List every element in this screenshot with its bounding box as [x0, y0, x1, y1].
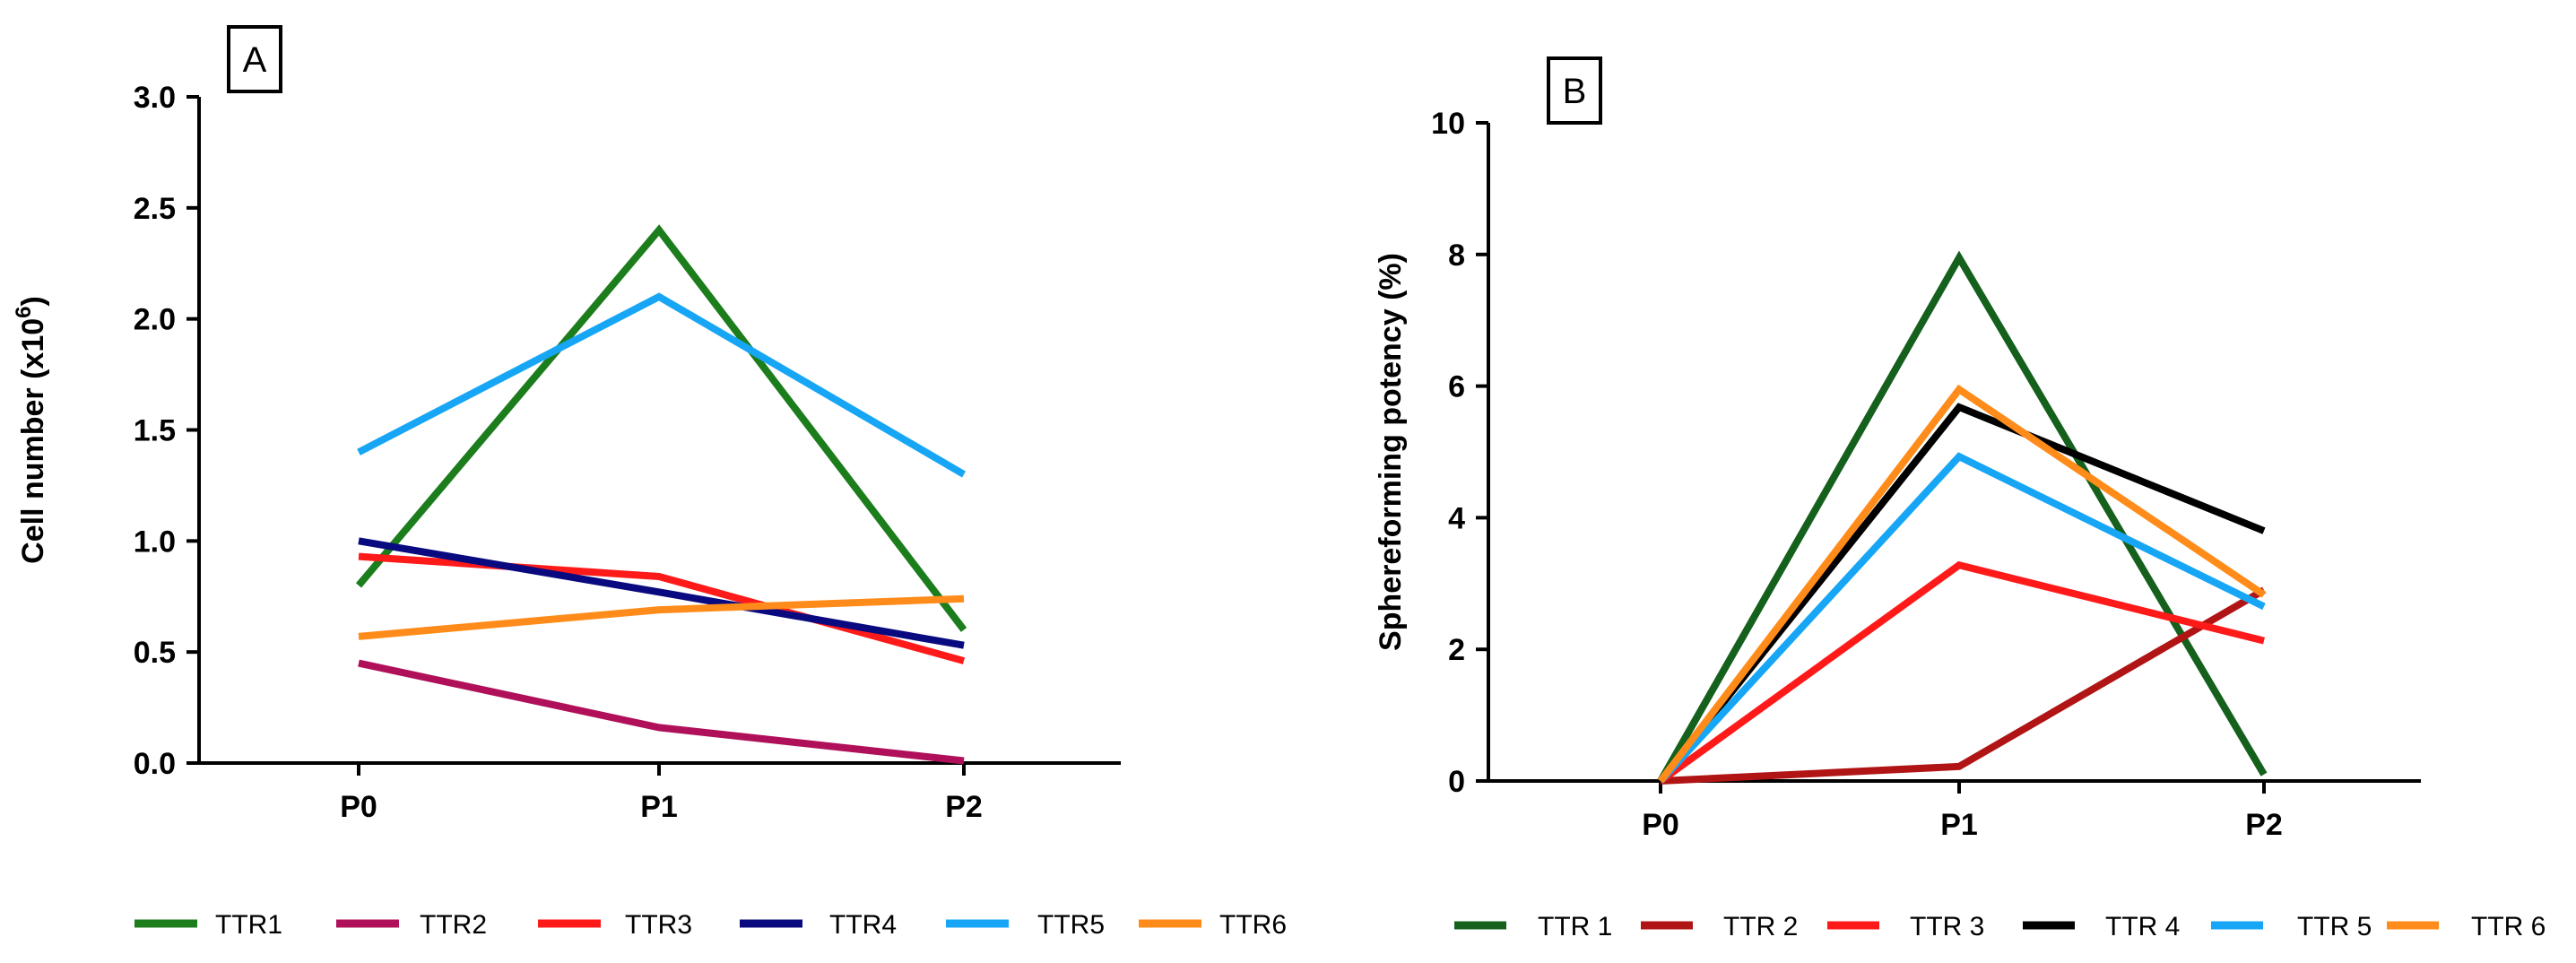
x-tick-label: P2: [2245, 808, 2283, 842]
y-axis-title: Cell number (x106): [12, 296, 50, 564]
panel-label: B: [1563, 72, 1587, 111]
legend-label: TTR5: [1037, 910, 1105, 940]
series-line-ttr6: [1657, 384, 2267, 784]
y-tick-label: 2: [1448, 633, 1465, 667]
legend-label: TTR3: [625, 910, 692, 940]
legend-label: TTR 6: [2471, 912, 2546, 941]
series-line-ttr1: [355, 224, 967, 632]
y-axis-title-text: Cell number (x10: [16, 318, 50, 564]
x-tick-label: P0: [1642, 808, 1679, 842]
chart-panel-a: 0.0 0.5 1.0 1.5 2.0 2.5 3.0 P0 P1 P2 Cell number (…: [12, 25, 1287, 940]
y-tick-label: 0.5: [134, 636, 176, 670]
legend-label: TTR 3: [1910, 912, 1984, 941]
series-line-ttr3: [1658, 560, 2265, 785]
series-line-ttr6: [358, 594, 965, 640]
series-line-ttr5: [1658, 452, 2266, 784]
panel-label-box: [227, 25, 282, 93]
y-tick-label: 1.5: [134, 414, 176, 448]
x-tick-label: P1: [1940, 808, 1978, 842]
legend-label: TTR 4: [2105, 912, 2180, 941]
y-axis-title: Sphereforming potency (%): [1374, 253, 1408, 651]
legend-label: TTR 2: [1723, 912, 1798, 941]
series-line-ttr2: [1660, 586, 2267, 785]
series-line-ttr3: [358, 552, 966, 664]
y-tick-label: 4: [1448, 501, 1465, 535]
legend-label: TTR2: [420, 910, 487, 940]
series-line-ttr4: [1657, 403, 2266, 784]
y-tick-label: 8: [1448, 239, 1465, 273]
legend-label: TTR1: [215, 910, 282, 940]
series-line-ttr1: [1657, 250, 2268, 783]
y-tick-label: 0: [1448, 765, 1465, 799]
x-tick-label: P0: [340, 790, 377, 824]
y-axis-title-exponent: 6: [12, 306, 36, 317]
legend-label: TTR6: [1219, 910, 1287, 940]
legend-label: TTR4: [829, 910, 897, 940]
chart-panel-b: 0 2 4 6 8 10 P0 P1 P2 Sphereforming potency (%) B T…: [1374, 56, 2546, 941]
y-axis-title-text: Sphereforming potency (%): [1374, 253, 1408, 651]
y-tick-label: 2.0: [134, 303, 176, 337]
series-line-ttr2: [358, 659, 965, 765]
y-tick-label: 1.0: [134, 525, 176, 559]
x-tick-label: P1: [640, 790, 678, 824]
y-tick-label: 2.5: [134, 192, 176, 226]
series-line-ttr5: [357, 292, 967, 478]
y-tick-label: 3.0: [134, 81, 176, 115]
x-tick-label: P2: [945, 790, 983, 824]
legend-label: TTR 1: [1538, 912, 1612, 941]
legend-label: TTR 5: [2297, 912, 2372, 941]
panel-label: A: [243, 40, 267, 80]
y-axis-title-suffix: ): [16, 296, 50, 306]
series-line-ttr4: [358, 537, 965, 649]
y-tick-label: 6: [1448, 370, 1465, 404]
panel-label-box: [1547, 56, 1602, 125]
y-tick-label: 10: [1431, 107, 1465, 141]
y-tick-label: 0.0: [134, 747, 176, 781]
